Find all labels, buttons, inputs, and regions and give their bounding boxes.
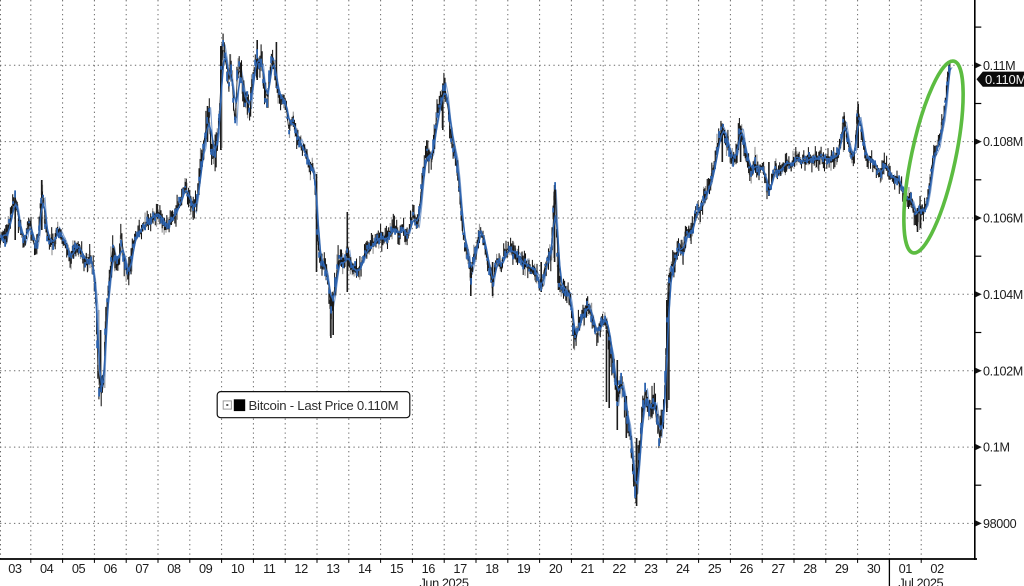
svg-text:13: 13: [326, 561, 340, 576]
svg-text:04: 04: [40, 561, 54, 576]
svg-text:05: 05: [72, 561, 86, 576]
svg-text:14: 14: [358, 561, 372, 576]
svg-text:19: 19: [517, 561, 531, 576]
svg-text:25: 25: [708, 561, 722, 576]
svg-text:0.106M: 0.106M: [983, 212, 1023, 226]
svg-text:24: 24: [676, 561, 690, 576]
svg-text:21: 21: [581, 561, 595, 576]
svg-text:98000: 98000: [983, 517, 1017, 531]
svg-text:0.102M: 0.102M: [983, 364, 1023, 378]
svg-text:26: 26: [740, 561, 754, 576]
svg-text:16: 16: [422, 561, 436, 576]
svg-text:0.108M: 0.108M: [983, 135, 1023, 149]
svg-text:03: 03: [8, 561, 22, 576]
svg-text:09: 09: [199, 561, 213, 576]
svg-text:Bitcoin - Last Price 0.110M: Bitcoin - Last Price 0.110M: [249, 398, 399, 413]
svg-text:02: 02: [930, 561, 944, 576]
svg-text:28: 28: [803, 561, 817, 576]
svg-text:0.1M: 0.1M: [983, 441, 1010, 455]
svg-text:17: 17: [453, 561, 467, 576]
svg-text:30: 30: [867, 561, 881, 576]
svg-text:27: 27: [771, 561, 785, 576]
svg-text:15: 15: [390, 561, 404, 576]
svg-text:23: 23: [644, 561, 658, 576]
svg-text:0.104M: 0.104M: [983, 288, 1023, 302]
svg-text:Jul 2025: Jul 2025: [898, 576, 943, 586]
svg-text:10: 10: [231, 561, 245, 576]
svg-text:12: 12: [294, 561, 308, 576]
svg-text:0.11M: 0.11M: [983, 59, 1015, 73]
svg-text:11: 11: [263, 561, 276, 576]
svg-text:08: 08: [167, 561, 181, 576]
svg-text:Jun 2025: Jun 2025: [419, 576, 468, 586]
svg-text:20: 20: [549, 561, 563, 576]
svg-text:18: 18: [485, 561, 499, 576]
svg-text:07: 07: [135, 561, 149, 576]
svg-text:01: 01: [899, 561, 913, 576]
svg-text:0.110M: 0.110M: [985, 72, 1024, 87]
svg-text:22: 22: [612, 561, 626, 576]
svg-text:29: 29: [835, 561, 849, 576]
svg-text:06: 06: [104, 561, 118, 576]
